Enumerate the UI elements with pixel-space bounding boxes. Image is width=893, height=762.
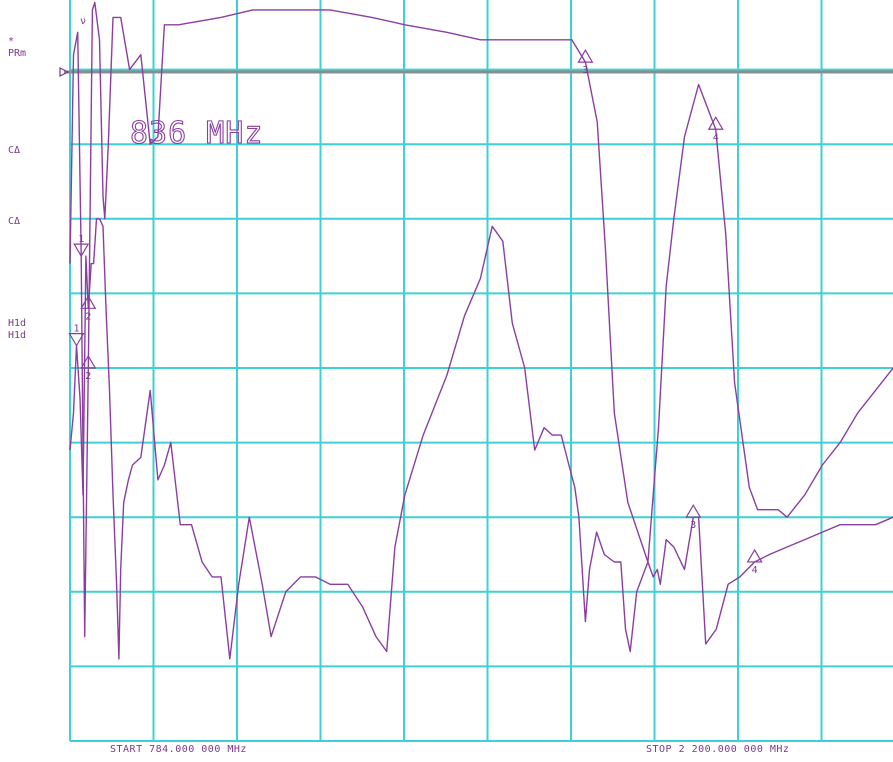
marker-label: 2 bbox=[85, 311, 91, 322]
marker-triangle-icon bbox=[80, 354, 97, 369]
parameter-label: PRm bbox=[8, 48, 27, 59]
marker-triangle-icon bbox=[577, 48, 594, 63]
reference-level-pointer-icon bbox=[59, 67, 70, 77]
marker-triangle-icon bbox=[80, 295, 97, 309]
marker-label: 4 bbox=[752, 565, 758, 576]
frequency-annotation: 836 MHz bbox=[130, 116, 263, 151]
traces bbox=[69, 1, 893, 660]
start-frequency: START 784.000 000 MHz bbox=[110, 744, 247, 755]
marker-label: 3 bbox=[690, 520, 696, 531]
marker-triangle-icon bbox=[746, 548, 763, 563]
star-indicator: * bbox=[8, 36, 15, 47]
marker-label: 1 bbox=[78, 234, 84, 245]
marker-label: 3 bbox=[582, 65, 588, 76]
trace-1 bbox=[69, 1, 893, 638]
marker-triangle-icon bbox=[707, 116, 724, 130]
marker-triangle-icon bbox=[68, 333, 85, 347]
trace-2 bbox=[69, 218, 893, 660]
channel2-correction-label: CΔ bbox=[8, 216, 21, 227]
marker-triangle-icon bbox=[73, 243, 90, 258]
marker-label: 2 bbox=[85, 371, 91, 382]
hold-label-2: H1d bbox=[8, 330, 27, 341]
grid bbox=[69, 0, 893, 742]
stop-frequency: STOP 2 200.000 000 MHz bbox=[646, 744, 790, 755]
marker-label: 4 bbox=[713, 132, 719, 143]
top-marker-glyph: ν bbox=[80, 16, 87, 27]
marker-label: 1 bbox=[73, 324, 79, 335]
marker-triangle-icon bbox=[685, 504, 702, 518]
hold-label-1: H1d bbox=[8, 318, 27, 329]
channel1-correction-label: CΔ bbox=[8, 145, 21, 156]
